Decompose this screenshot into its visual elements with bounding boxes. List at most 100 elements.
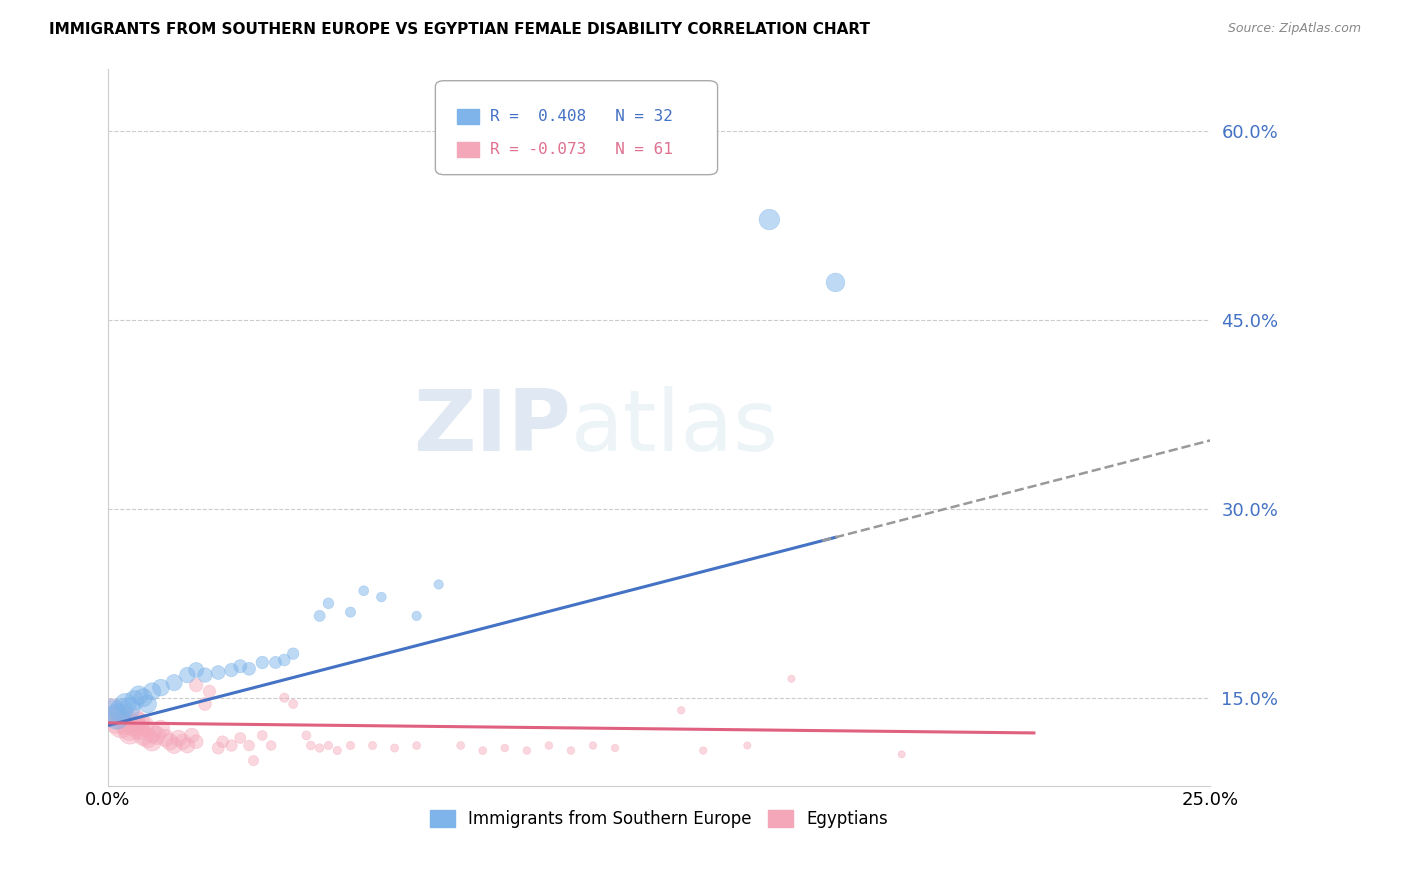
Point: [141, 726, 163, 740]
Text: R =  0.408   N = 32: R = 0.408 N = 32: [491, 109, 673, 124]
Point: [221, 739, 243, 753]
Point: [149, 722, 172, 736]
Point: [211, 735, 233, 749]
Point: [405, 739, 427, 753]
Bar: [457, 110, 479, 124]
Point: [167, 731, 190, 745]
Point: [890, 747, 912, 762]
Point: [326, 743, 349, 757]
Point: [238, 662, 260, 676]
Point: [186, 735, 208, 749]
Point: [198, 684, 221, 698]
Point: [118, 726, 141, 740]
Point: [405, 608, 427, 623]
Point: [361, 739, 384, 753]
Point: [110, 703, 132, 717]
Point: [124, 693, 146, 707]
Point: [582, 739, 605, 753]
Point: [141, 684, 163, 698]
Point: [283, 647, 305, 661]
Point: [318, 596, 340, 610]
Point: [136, 697, 159, 711]
Point: [427, 577, 450, 591]
Point: [163, 739, 186, 753]
Point: [114, 715, 136, 730]
Point: [207, 741, 229, 756]
Point: [105, 709, 128, 723]
Point: [260, 739, 283, 753]
Point: [264, 656, 287, 670]
Point: [110, 709, 132, 723]
Point: [124, 718, 146, 732]
Point: [149, 681, 172, 695]
Point: [145, 728, 167, 742]
Point: [221, 663, 243, 677]
Point: [118, 700, 141, 714]
Point: [186, 663, 208, 677]
Point: [118, 722, 141, 736]
Point: [692, 743, 714, 757]
Point: [603, 741, 626, 756]
Point: [516, 743, 538, 757]
Point: [101, 706, 124, 720]
Point: [824, 276, 846, 290]
Point: [339, 605, 361, 619]
Point: [242, 754, 264, 768]
Text: atlas: atlas: [571, 385, 779, 468]
Text: R = -0.073   N = 61: R = -0.073 N = 61: [491, 142, 673, 157]
Point: [560, 743, 582, 757]
Point: [299, 739, 322, 753]
Bar: [457, 143, 479, 157]
Point: [176, 668, 198, 682]
Point: [124, 714, 146, 728]
Point: [194, 668, 217, 682]
Point: [105, 714, 128, 728]
Point: [238, 739, 260, 753]
Point: [669, 703, 692, 717]
Point: [163, 675, 186, 690]
Point: [471, 743, 494, 757]
Point: [370, 590, 392, 604]
Point: [494, 741, 516, 756]
Text: Source: ZipAtlas.com: Source: ZipAtlas.com: [1227, 22, 1361, 36]
Point: [252, 656, 274, 670]
Point: [207, 665, 229, 680]
Point: [339, 739, 361, 753]
Text: ZIP: ZIP: [413, 385, 571, 468]
Point: [132, 690, 155, 705]
Point: [141, 735, 163, 749]
Point: [229, 731, 252, 745]
Point: [128, 688, 150, 702]
Point: [176, 739, 198, 753]
Point: [155, 731, 177, 745]
Point: [780, 672, 803, 686]
Point: [114, 697, 136, 711]
Point: [159, 735, 181, 749]
Point: [537, 739, 560, 753]
Legend: Immigrants from Southern Europe, Egyptians: Immigrants from Southern Europe, Egyptia…: [423, 804, 896, 835]
Point: [450, 739, 472, 753]
Point: [128, 715, 150, 730]
Point: [318, 739, 340, 753]
Point: [128, 722, 150, 736]
FancyBboxPatch shape: [436, 80, 717, 175]
Point: [308, 608, 330, 623]
Point: [252, 728, 274, 742]
Point: [229, 659, 252, 673]
Point: [273, 653, 295, 667]
Point: [132, 728, 155, 742]
Point: [353, 583, 375, 598]
Point: [110, 718, 132, 732]
Point: [737, 739, 759, 753]
Point: [101, 706, 124, 720]
Text: IMMIGRANTS FROM SOUTHERN EUROPE VS EGYPTIAN FEMALE DISABILITY CORRELATION CHART: IMMIGRANTS FROM SOUTHERN EUROPE VS EGYPT…: [49, 22, 870, 37]
Point: [172, 735, 194, 749]
Point: [758, 212, 780, 227]
Point: [283, 697, 305, 711]
Point: [273, 690, 295, 705]
Point: [308, 741, 330, 756]
Point: [132, 718, 155, 732]
Point: [194, 697, 217, 711]
Point: [295, 728, 318, 742]
Point: [186, 678, 208, 692]
